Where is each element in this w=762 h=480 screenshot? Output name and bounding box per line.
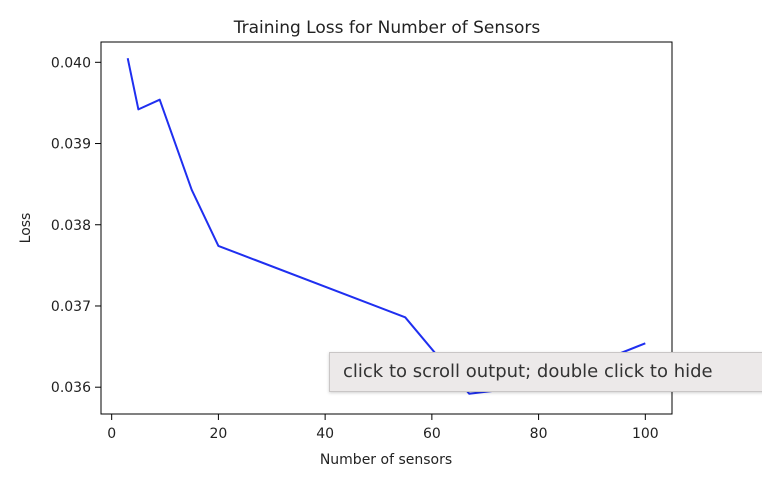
scroll-output-tooltip[interactable]: click to scroll output; double click to …: [329, 352, 762, 392]
x-axis: 0 20 40 60 80 100: [107, 414, 659, 442]
y-tick-label: 0.039: [51, 137, 91, 153]
x-tick-label: 60: [423, 426, 441, 442]
y-tick-label: 0.038: [51, 218, 91, 234]
x-tick-label: 40: [316, 426, 334, 442]
x-tick-label: 80: [530, 426, 548, 442]
chart-title: Training Loss for Number of Sensors: [233, 18, 541, 38]
x-axis-label: Number of sensors: [320, 452, 452, 468]
y-axis: 0.036 0.037 0.038 0.039 0.040: [51, 55, 101, 396]
y-tick-label: 0.037: [51, 299, 91, 315]
x-tick-label: 20: [209, 426, 227, 442]
x-tick-label: 0: [107, 426, 116, 442]
x-tick-label: 100: [632, 426, 659, 442]
y-tick-label: 0.036: [51, 380, 91, 396]
y-axis-label: Loss: [18, 213, 34, 244]
y-tick-label: 0.040: [51, 55, 91, 71]
